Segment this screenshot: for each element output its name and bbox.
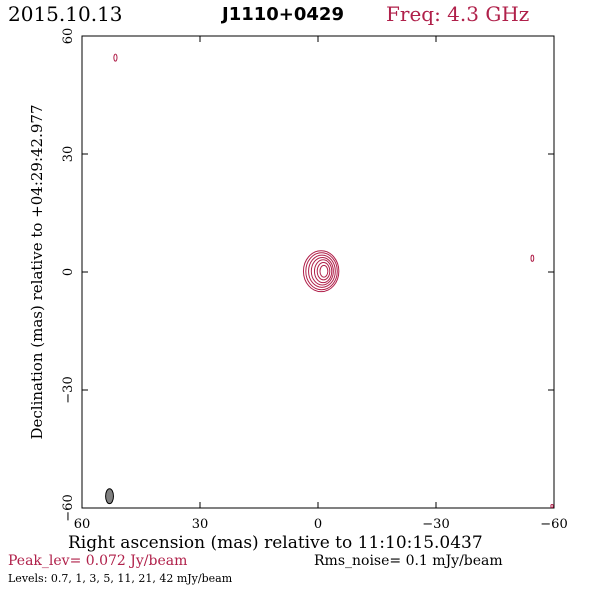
contour-level: [313, 259, 333, 284]
rms-noise: Rms_noise= 0.1 mJy/beam: [314, 553, 503, 569]
contour-level: [319, 264, 329, 278]
contour-levels: Levels: 0.7, 1, 3, 5, 11, 21, 42 mJy/bea…: [8, 572, 233, 585]
beam-ellipse: [105, 488, 114, 505]
x-tick-label: 60: [74, 517, 91, 532]
observation-date: 2015.10.13: [8, 2, 123, 26]
beam-shape: [105, 488, 114, 505]
y-axis-label: Declination (mas) relative to +04:29:42.…: [28, 104, 46, 439]
source-name: J1110+0429: [222, 4, 344, 25]
y-tick-label: 60: [61, 28, 76, 45]
contour-level: [310, 256, 334, 286]
x-tick-label: −60: [540, 517, 567, 532]
contour-level: [305, 252, 338, 291]
peak-level: Peak_lev= 0.072 Jy/beam: [8, 553, 188, 569]
contour-level: [316, 262, 331, 281]
y-tick-label: 0: [61, 268, 76, 276]
plot-frame: [81, 35, 555, 509]
x-tick-label: 30: [192, 517, 209, 532]
axis-ticks: [81, 35, 555, 509]
y-tick-label: −30: [61, 376, 76, 403]
axis-tick-labels: 60 30 0 −30 −60 −60 −30 0 30 60: [61, 28, 568, 532]
contour-level: [308, 254, 336, 288]
contour-level: [302, 250, 340, 293]
x-tick-label: −30: [422, 517, 449, 532]
y-tick-label: −60: [61, 494, 76, 521]
y-tick-label: 30: [61, 146, 76, 163]
spurious-contour: [550, 503, 554, 509]
x-tick-label: 0: [314, 517, 322, 532]
source-contours: [113, 53, 554, 509]
x-axis-label: Right ascension (mas) relative to 11:10:…: [68, 533, 483, 553]
spurious-contour: [530, 254, 535, 262]
frequency-label: Freq: 4.3 GHz: [386, 2, 530, 26]
spurious-contour: [113, 53, 118, 62]
